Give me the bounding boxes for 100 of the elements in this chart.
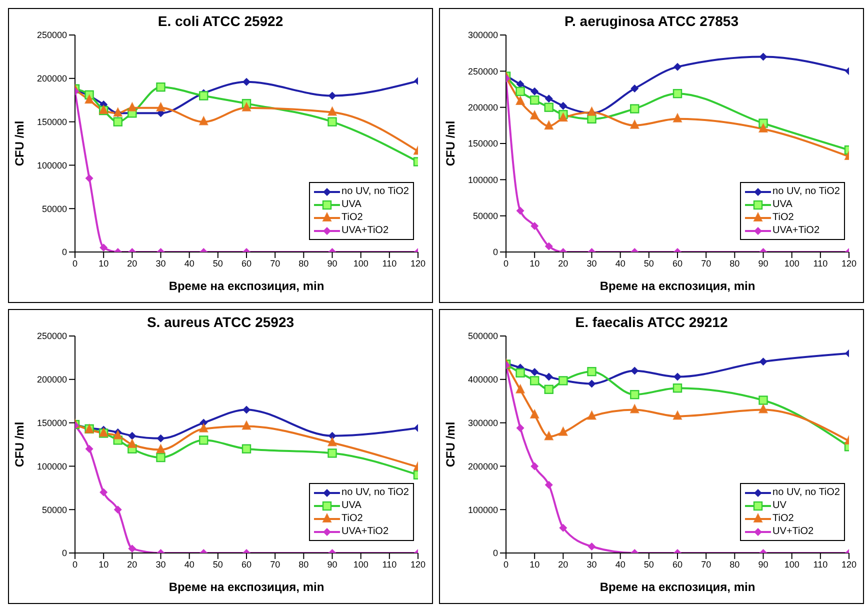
legend-label: UVA [342, 199, 362, 210]
x-tick-label: 30 [156, 258, 166, 268]
y-tick-label: 200000 [468, 102, 498, 113]
x-tick-label: 0 [72, 559, 78, 570]
x-tick-label: 70 [270, 559, 280, 570]
legend-label: no UV, no TiO2 [342, 487, 409, 498]
x-tick-label: 100 [353, 258, 368, 268]
x-axis-title: Време на експозиция, min [168, 279, 324, 293]
y-tick-label: 100000 [36, 160, 67, 170]
y-tick-label: 100000 [36, 461, 67, 472]
legend-label: TiO2 [772, 212, 794, 223]
x-tick-label: 120 [410, 559, 426, 570]
legend-label: UV [772, 500, 786, 511]
x-tick-label: 0 [503, 559, 509, 570]
y-axis-title: CFU /ml [443, 120, 458, 166]
x-tick-label: 110 [382, 559, 397, 570]
y-tick-label: 500000 [468, 331, 498, 342]
y-axis-title: CFU /ml [12, 422, 26, 468]
chart-title: E. coli ATCC 25922 [156, 13, 284, 29]
y-tick-label: 250000 [36, 331, 67, 342]
legend-label: TiO2 [342, 212, 363, 223]
x-tick-label: 80 [730, 559, 740, 570]
x-tick-label: 20 [558, 258, 568, 268]
x-tick-label: 90 [327, 258, 338, 268]
x-tick-label: 110 [813, 559, 828, 570]
x-tick-label: 100 [784, 559, 800, 570]
x-tick-label: 30 [586, 258, 597, 268]
y-tick-label: 200000 [36, 374, 67, 385]
x-tick-label: 50 [212, 559, 223, 570]
y-tick-label: 0 [62, 247, 67, 258]
x-tick-label: 90 [758, 559, 768, 570]
y-axis-title: CFU /ml [12, 120, 26, 166]
x-tick-label: 30 [156, 559, 166, 570]
x-tick-label: 60 [241, 559, 252, 570]
y-tick-label: 200000 [36, 74, 67, 84]
y-tick-label: 50000 [472, 211, 498, 222]
chart-title: P. aeruginosa ATCC 27853 [563, 13, 740, 29]
legend-label: UV+TiO2 [772, 526, 814, 537]
y-tick-label: 150000 [36, 418, 67, 428]
x-tick-label: 20 [127, 559, 138, 570]
y-tick-label: 250000 [468, 66, 498, 76]
legend-label: UVA [342, 500, 362, 511]
x-tick-label: 40 [184, 559, 194, 570]
legend-label: no UV, no TiO2 [772, 487, 840, 498]
x-axis-title: Време на експозиция, min [600, 279, 756, 293]
x-tick-label: 70 [701, 258, 712, 268]
y-tick-label: 200000 [468, 461, 498, 472]
x-tick-label: 120 [841, 258, 857, 268]
x-tick-label: 60 [672, 559, 683, 570]
x-tick-label: 70 [701, 559, 712, 570]
x-axis-title: Време на експозиция, min [168, 580, 324, 594]
y-tick-label: 150000 [36, 116, 67, 127]
x-tick-label: 10 [98, 559, 109, 570]
legend-label: UVA+TiO2 [772, 225, 820, 236]
x-tick-label: 80 [298, 559, 309, 570]
x-tick-label: 0 [72, 258, 78, 268]
x-tick-label: 40 [615, 258, 626, 268]
legend-label: UVA+TiO2 [342, 225, 389, 236]
y-tick-label: 150000 [468, 138, 498, 149]
legend-label: no UV, no TiO2 [342, 186, 409, 197]
x-tick-label: 10 [530, 258, 540, 268]
y-tick-label: 300000 [468, 418, 498, 428]
legend-label: UVA+TiO2 [342, 526, 389, 537]
x-tick-label: 90 [758, 258, 768, 268]
x-tick-label: 60 [241, 258, 252, 268]
x-tick-label: 0 [503, 258, 509, 268]
y-tick-label: 50000 [42, 204, 67, 214]
x-tick-label: 20 [127, 258, 138, 268]
chart-title: E. faecalis ATCC 29212 [574, 314, 729, 330]
x-tick-label: 100 [784, 258, 800, 268]
x-tick-label: 50 [644, 258, 654, 268]
x-tick-label: 40 [184, 258, 194, 268]
x-tick-label: 20 [558, 559, 568, 570]
x-axis-title: Време на експозиция, min [600, 580, 756, 594]
y-tick-label: 0 [62, 548, 67, 558]
x-tick-label: 10 [98, 258, 109, 268]
x-tick-label: 80 [298, 258, 309, 268]
y-tick-label: 100000 [468, 504, 498, 515]
x-tick-label: 110 [382, 258, 397, 268]
y-tick-label: 300000 [468, 30, 498, 40]
y-tick-label: 0 [492, 548, 498, 558]
chart-title: S. aureus ATCC 25923 [146, 314, 296, 330]
legend-label: no UV, no TiO2 [772, 186, 840, 197]
x-tick-label: 40 [615, 559, 626, 570]
x-tick-label: 50 [644, 559, 654, 570]
legend-label: TiO2 [772, 513, 794, 524]
x-tick-label: 30 [586, 559, 597, 570]
x-tick-label: 70 [270, 258, 280, 268]
y-tick-label: 50000 [42, 504, 67, 515]
x-tick-label: 90 [327, 559, 338, 570]
x-tick-label: 120 [841, 559, 857, 570]
x-tick-label: 10 [530, 559, 540, 570]
x-tick-label: 120 [410, 258, 426, 268]
y-tick-label: 250000 [36, 30, 67, 40]
x-tick-label: 80 [730, 258, 740, 268]
x-tick-label: 110 [813, 258, 828, 268]
legend-label: TiO2 [342, 513, 363, 524]
legend-label: UVA [772, 199, 792, 210]
y-tick-label: 400000 [468, 374, 498, 385]
x-tick-label: 50 [212, 258, 223, 268]
